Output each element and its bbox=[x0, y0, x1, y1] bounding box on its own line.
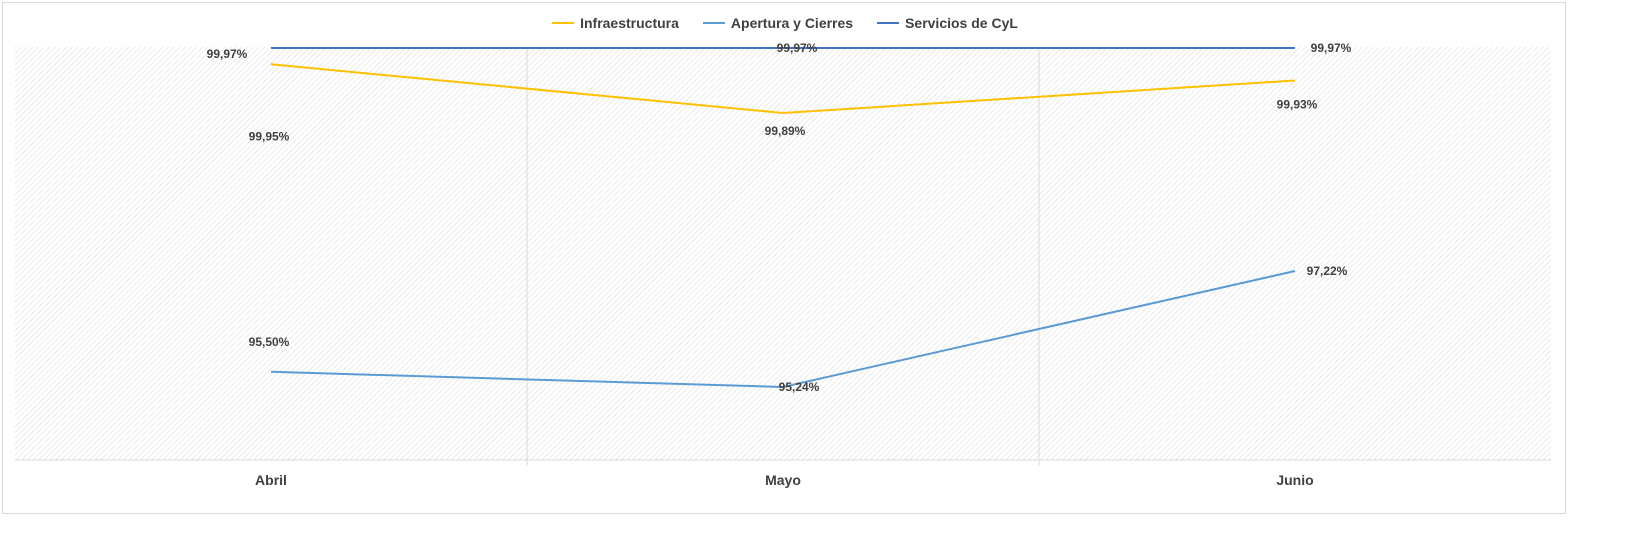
xticks-layer: Abril Mayo Junio bbox=[255, 472, 1314, 488]
legend-item-servicios[interactable]: Servicios de CyL bbox=[877, 15, 1018, 31]
data-label-s0-p1: 99,89% bbox=[765, 124, 806, 138]
series-line-0 bbox=[270, 63, 1296, 115]
legend-swatch-servicios bbox=[877, 22, 900, 24]
legend-label-apertura: Apertura y Cierres bbox=[730, 15, 854, 31]
data-label-s0-p0: 99,95% bbox=[249, 129, 290, 143]
legend-item-apertura[interactable]: Apertura y Cierres bbox=[702, 15, 854, 31]
data-label-s1-p1: 95,24% bbox=[779, 380, 820, 394]
grid-layer bbox=[15, 47, 1551, 466]
plot-svg: 99,95% 99,89% 99,93% 95,50% 95,24% 97,22% 99,9… bbox=[15, 41, 1551, 488]
legend-swatch-infraestructura bbox=[552, 22, 575, 24]
legend: Infraestructura Apertura y Cierres Servi… bbox=[3, 15, 1567, 31]
chart-frame: Infraestructura Apertura y Cierres Servi… bbox=[2, 2, 1566, 514]
plot-area bbox=[15, 47, 1551, 460]
legend-label-servicios: Servicios de CyL bbox=[905, 15, 1018, 31]
data-label-s2-p0: 99,97% bbox=[207, 47, 248, 61]
data-label-s2-p2: 99,97% bbox=[1311, 41, 1352, 55]
lines-layer bbox=[270, 47, 1296, 389]
labels-layer: 99,95% 99,89% 99,93% 95,50% 95,24% 97,22% 99,9… bbox=[207, 41, 1352, 394]
legend-swatch-apertura bbox=[702, 22, 725, 24]
legend-label-infraestructura: Infraestructura bbox=[580, 15, 679, 31]
series-line-1 bbox=[270, 270, 1296, 389]
data-label-s0-p2: 99,93% bbox=[1277, 98, 1318, 112]
x-tick-label-2: Junio bbox=[1276, 472, 1313, 488]
x-tick-label-0: Abril bbox=[255, 472, 287, 488]
data-label-s2-p1: 99,97% bbox=[777, 41, 818, 55]
data-label-s1-p0: 95,50% bbox=[249, 335, 290, 349]
legend-item-infraestructura[interactable]: Infraestructura bbox=[552, 15, 679, 31]
x-tick-label-1: Mayo bbox=[765, 472, 801, 488]
data-label-s1-p2: 97,22% bbox=[1307, 264, 1348, 278]
